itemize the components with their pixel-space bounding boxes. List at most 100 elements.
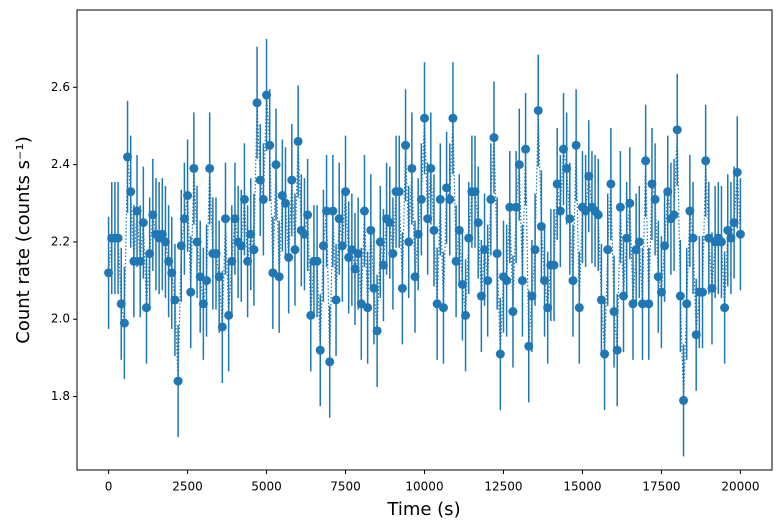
data-point: [615, 202, 625, 212]
data-point: [306, 310, 316, 320]
data-point: [220, 214, 230, 224]
data-point: [284, 252, 294, 262]
data-point: [363, 303, 373, 313]
data-point: [186, 287, 196, 297]
data-point: [527, 291, 537, 301]
data-point: [249, 245, 259, 255]
data-point: [359, 206, 369, 216]
data-point: [322, 206, 332, 216]
data-point: [135, 256, 145, 266]
data-point: [565, 214, 575, 224]
data-point: [574, 303, 584, 313]
data-point: [274, 272, 284, 282]
data-point: [679, 395, 689, 405]
data-point: [622, 233, 632, 243]
data-point: [685, 206, 695, 216]
data-point: [603, 245, 613, 255]
data-point: [470, 187, 480, 197]
data-point: [258, 194, 268, 204]
data-point: [568, 276, 578, 286]
data-point: [716, 237, 726, 247]
data-point: [536, 221, 546, 231]
data-point: [429, 225, 439, 235]
data-point: [729, 218, 739, 228]
x-tick-label: 17500: [642, 480, 680, 494]
data-point: [315, 345, 325, 355]
data-point: [691, 330, 701, 340]
data-point: [160, 237, 170, 247]
data-point: [239, 194, 249, 204]
data-point: [271, 160, 281, 170]
data-point: [682, 299, 692, 309]
x-tick-label: 10000: [405, 480, 443, 494]
x-tick-label: 12500: [484, 480, 522, 494]
data-point: [445, 194, 455, 204]
data-point: [647, 179, 657, 189]
data-point: [341, 187, 351, 197]
data-point: [660, 241, 670, 251]
data-point: [303, 210, 313, 220]
data-point: [669, 210, 679, 220]
data-point: [394, 187, 404, 197]
data-point: [214, 272, 224, 282]
data-point: [148, 210, 158, 220]
data-point: [492, 249, 502, 259]
data-point: [549, 260, 559, 270]
data-point: [552, 179, 562, 189]
data-point: [198, 299, 208, 309]
data-point: [495, 349, 505, 359]
data-point: [637, 299, 647, 309]
data-point: [350, 264, 360, 274]
data-point: [407, 163, 417, 173]
data-point: [132, 206, 142, 216]
data-point: [375, 237, 385, 247]
data-point: [290, 245, 300, 255]
data-point: [126, 187, 136, 197]
data-point: [593, 210, 603, 220]
data-point: [600, 349, 610, 359]
data-point: [369, 283, 379, 293]
data-point: [619, 291, 629, 301]
data-point: [486, 194, 496, 204]
data-point: [606, 179, 616, 189]
data-point: [265, 140, 275, 150]
y-tick-label: 2.4: [51, 157, 70, 171]
data-point: [631, 245, 641, 255]
data-point: [514, 160, 524, 170]
data-point: [353, 249, 363, 259]
data-point: [145, 249, 155, 259]
data-point: [299, 229, 309, 239]
data-point: [287, 175, 297, 185]
data-point: [252, 98, 262, 108]
data-point: [508, 307, 518, 317]
data-point: [612, 345, 622, 355]
data-point: [404, 237, 414, 247]
data-point: [707, 283, 717, 293]
data-point: [281, 198, 290, 208]
data-point: [653, 272, 663, 282]
data-point: [293, 136, 303, 146]
data-point: [461, 310, 471, 320]
y-tick-label: 1.8: [51, 389, 70, 403]
data-point: [328, 206, 338, 216]
data-point: [129, 256, 139, 266]
data-point: [183, 191, 193, 201]
x-tick-label: 5000: [251, 480, 282, 494]
data-point: [634, 237, 644, 247]
data-point: [236, 241, 246, 251]
data-point: [401, 140, 411, 150]
data-point: [164, 256, 174, 266]
data-point: [543, 303, 553, 313]
data-point: [334, 214, 344, 224]
data-point: [173, 376, 183, 386]
data-point: [397, 283, 407, 293]
data-point: [720, 303, 730, 313]
data-point: [119, 318, 129, 328]
data-point: [202, 276, 212, 286]
data-point: [104, 268, 114, 278]
data-point: [192, 237, 202, 247]
y-tick-label: 2.0: [51, 312, 70, 326]
data-point: [170, 295, 180, 305]
data-point: [385, 218, 395, 228]
